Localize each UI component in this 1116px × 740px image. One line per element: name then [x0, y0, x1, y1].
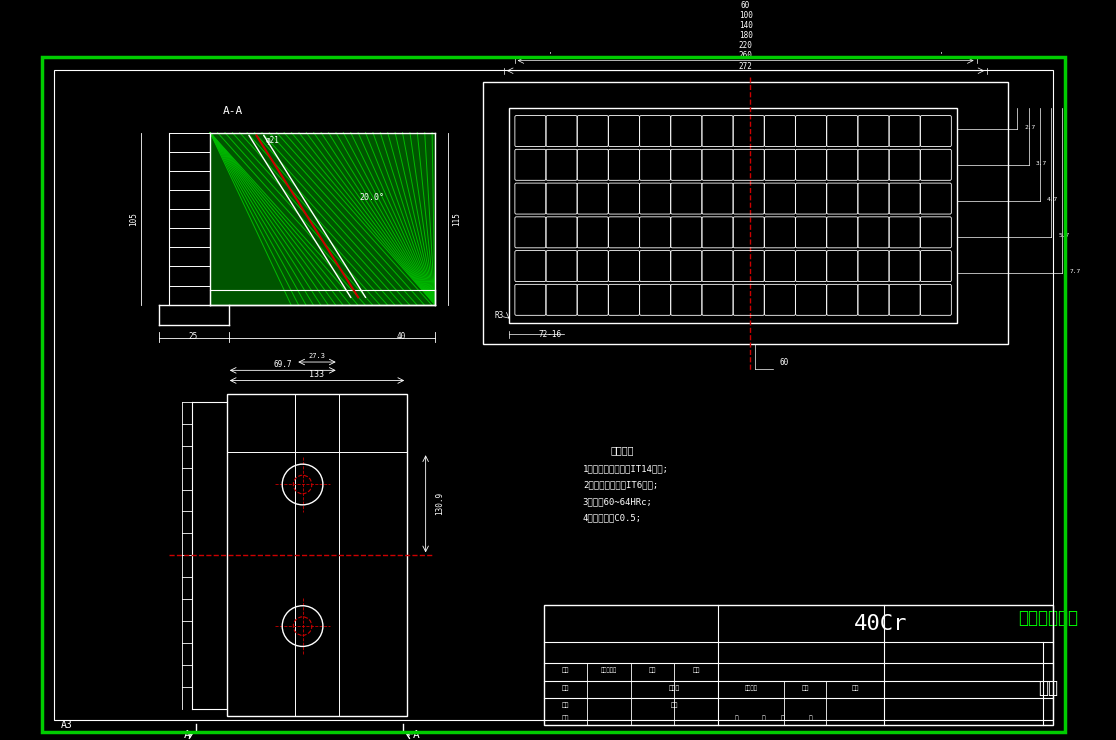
- Text: 72-16: 72-16: [539, 330, 562, 339]
- Text: 272: 272: [739, 61, 752, 70]
- Text: 1、未注尺寸公差按IT14执行;: 1、未注尺寸公差按IT14执行;: [583, 464, 668, 473]
- Text: 2、配合面公差按IT6执行;: 2、配合面公差按IT6执行;: [583, 480, 658, 490]
- Text: 220: 220: [739, 41, 752, 50]
- Text: 260: 260: [739, 52, 752, 61]
- Text: 日期: 日期: [692, 667, 700, 673]
- Text: R3: R3: [496, 312, 504, 320]
- Text: 3、淬火60~64HRc;: 3、淬火60~64HRc;: [583, 497, 653, 506]
- Text: 140: 140: [739, 21, 752, 30]
- Text: φ21: φ21: [266, 135, 279, 144]
- Text: A3: A3: [60, 721, 73, 730]
- Polygon shape: [210, 132, 435, 305]
- Text: 115: 115: [453, 212, 462, 226]
- Text: A: A: [413, 730, 420, 740]
- Text: 第: 第: [781, 716, 785, 721]
- Text: 60: 60: [741, 1, 750, 10]
- Text: 105: 105: [129, 212, 138, 226]
- Text: 20.0°: 20.0°: [359, 193, 385, 202]
- Text: 5.7: 5.7: [1058, 232, 1069, 238]
- Text: 2.7: 2.7: [1024, 125, 1036, 130]
- Text: 图样代号: 图样代号: [744, 686, 758, 691]
- Text: A-A: A-A: [223, 107, 243, 116]
- Text: 日期: 日期: [671, 702, 679, 708]
- Text: 100: 100: [739, 11, 752, 20]
- Text: 页: 页: [808, 716, 812, 721]
- Text: 技术要求: 技术要求: [610, 445, 634, 455]
- Text: 3.7: 3.7: [1036, 161, 1047, 166]
- Text: 共: 共: [734, 716, 738, 721]
- Text: 69.7: 69.7: [273, 360, 292, 369]
- Text: 标准化: 标准化: [668, 686, 680, 691]
- Text: 工艺: 工艺: [562, 716, 569, 721]
- Text: 25: 25: [189, 332, 199, 340]
- Text: 滑块: 滑块: [1038, 679, 1058, 698]
- Text: 西安工业大学: 西安工业大学: [1018, 609, 1078, 628]
- Bar: [509, 108, 958, 323]
- Text: 130.9: 130.9: [435, 492, 444, 515]
- Text: 审查: 审查: [562, 702, 569, 708]
- Text: 180: 180: [739, 31, 752, 40]
- Text: 40Cr: 40Cr: [854, 613, 907, 633]
- Text: 设计: 设计: [562, 686, 569, 691]
- Text: A: A: [184, 730, 191, 740]
- Text: 标记: 标记: [562, 667, 569, 673]
- Text: 133: 133: [309, 371, 325, 380]
- Bar: [483, 82, 1008, 343]
- Text: 4、未注倒角C0.5;: 4、未注倒角C0.5;: [583, 514, 642, 522]
- Text: 比例: 比例: [852, 686, 859, 691]
- Text: 40: 40: [397, 332, 406, 340]
- Text: 7.7: 7.7: [1069, 269, 1080, 274]
- Bar: [543, 605, 1052, 725]
- Text: 4.7: 4.7: [1047, 197, 1058, 202]
- Text: 更改文件号: 更改文件号: [602, 667, 617, 673]
- Text: 签字: 签字: [648, 667, 656, 673]
- Text: 27.3: 27.3: [308, 354, 326, 360]
- Text: 页: 页: [762, 716, 766, 721]
- Text: 数量: 数量: [801, 686, 809, 691]
- Bar: [227, 394, 407, 716]
- Text: 60: 60: [780, 358, 789, 368]
